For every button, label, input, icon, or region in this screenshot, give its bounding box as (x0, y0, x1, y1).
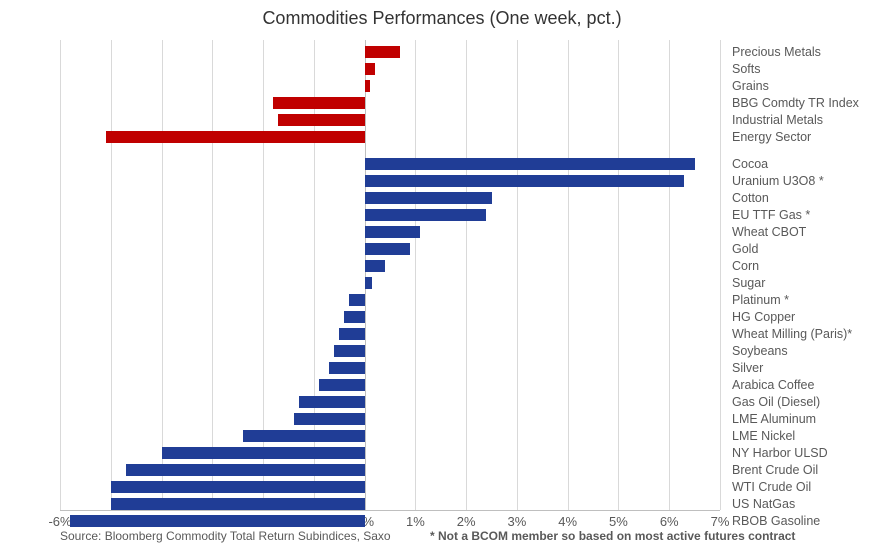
row-label: Corn (732, 259, 759, 273)
row-label: Wheat CBOT (732, 225, 806, 239)
gridline (415, 40, 416, 510)
x-tick-label: 6% (660, 514, 679, 529)
x-tick-label: 7% (711, 514, 730, 529)
bar (111, 481, 365, 493)
bar (365, 80, 370, 92)
gridline (720, 40, 721, 510)
chart-title: Commodities Performances (One week, pct.… (0, 8, 884, 29)
bar (365, 46, 401, 58)
x-axis-line (60, 510, 720, 511)
gridline (669, 40, 670, 510)
gridline (618, 40, 619, 510)
bar (319, 379, 365, 391)
row-label: Grains (732, 79, 769, 93)
bar (329, 362, 365, 374)
row-label: Cocoa (732, 157, 768, 171)
bar (365, 63, 375, 75)
bar (365, 192, 492, 204)
plot-area: -6%-5%-4%-3%-2%-1%0%1%2%3%4%5%6%7%Precio… (60, 40, 720, 510)
x-tick-label: 1% (406, 514, 425, 529)
bar (334, 345, 364, 357)
row-label: NY Harbor ULSD (732, 446, 828, 460)
bar (365, 243, 411, 255)
row-label: Gas Oil (Diesel) (732, 395, 820, 409)
x-tick-label: 4% (558, 514, 577, 529)
gridline (162, 40, 163, 510)
row-label: BBG Comdty TR Index (732, 96, 859, 110)
x-tick-label: 5% (609, 514, 628, 529)
bar (349, 294, 364, 306)
row-label: HG Copper (732, 310, 795, 324)
row-label: Softs (732, 62, 761, 76)
bar (278, 114, 364, 126)
row-label: Energy Sector (732, 130, 811, 144)
gridline (568, 40, 569, 510)
row-label: LME Aluminum (732, 412, 816, 426)
bar (365, 209, 487, 221)
row-label: EU TTF Gas * (732, 208, 810, 222)
row-label: Sugar (732, 276, 765, 290)
row-label: Industrial Metals (732, 113, 823, 127)
gridline (111, 40, 112, 510)
row-label: Uranium U3O8 * (732, 174, 824, 188)
bar (111, 498, 365, 510)
row-label: Brent Crude Oil (732, 463, 818, 477)
row-label: Silver (732, 361, 763, 375)
bar (70, 515, 364, 527)
bar (344, 311, 364, 323)
x-tick-label: 2% (457, 514, 476, 529)
zero-line (365, 40, 366, 510)
gridline (212, 40, 213, 510)
bar (243, 430, 365, 442)
row-label: Arabica Coffee (732, 378, 814, 392)
bar (162, 447, 365, 459)
row-label: RBOB Gasoline (732, 514, 820, 528)
bar (365, 158, 695, 170)
row-label: US NatGas (732, 497, 795, 511)
x-tick-label: -6% (48, 514, 71, 529)
bar (273, 97, 364, 109)
gridline (60, 40, 61, 510)
bar (339, 328, 364, 340)
bar (365, 175, 685, 187)
bar (106, 131, 365, 143)
gridline (466, 40, 467, 510)
row-label: Precious Metals (732, 45, 821, 59)
row-label: Wheat Milling (Paris)* (732, 327, 852, 341)
bar (126, 464, 365, 476)
bar (365, 277, 373, 289)
row-label: Gold (732, 242, 758, 256)
x-tick-label: 3% (508, 514, 527, 529)
bar (365, 226, 421, 238)
row-label: LME Nickel (732, 429, 795, 443)
row-label: WTI Crude Oil (732, 480, 811, 494)
bar (294, 413, 365, 425)
footnote-source: Source: Bloomberg Commodity Total Return… (60, 529, 391, 543)
row-label: Soybeans (732, 344, 788, 358)
gridline (517, 40, 518, 510)
bar (365, 260, 385, 272)
bar (299, 396, 365, 408)
row-label: Platinum * (732, 293, 789, 307)
footnote-asterisk: * Not a BCOM member so based on most act… (430, 529, 795, 543)
row-label: Cotton (732, 191, 769, 205)
commodities-chart: Commodities Performances (One week, pct.… (0, 0, 884, 549)
